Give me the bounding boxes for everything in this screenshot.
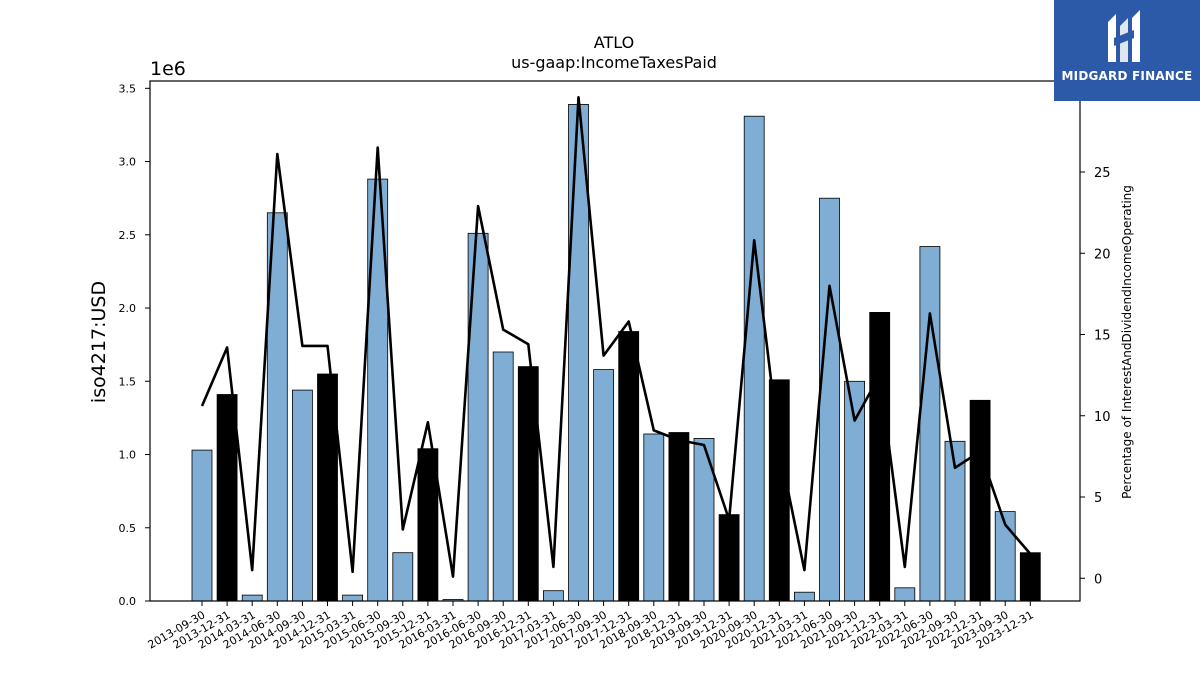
logo-text: MIDGARD FINANCE xyxy=(1061,69,1193,83)
y-tick-label: 2.0 xyxy=(119,302,137,315)
y-tick-label: 2.5 xyxy=(119,229,137,242)
bar-2021-03-31 xyxy=(794,591,815,602)
y2-tick-label: 15 xyxy=(1094,329,1111,344)
y-tick-label: 0.5 xyxy=(119,522,137,535)
y2-tick-label: 20 xyxy=(1094,247,1111,262)
bar-2014-09-30 xyxy=(291,389,313,602)
bar-2017-09-30 xyxy=(593,369,614,602)
bar-2023-12-31 xyxy=(1019,552,1041,602)
y-axis-ticks: 0.0 0.5 1.0 1.5 2.0 2.5 3.0 3.5 xyxy=(119,82,150,608)
chart-subtitle: us-gaap:IncomeTaxesPaid xyxy=(511,53,717,72)
brand-logo: MIDGARD FINANCE xyxy=(1054,0,1200,101)
bar-2013-12-31 xyxy=(216,394,238,602)
y2-tick-label: 25 xyxy=(1094,166,1111,181)
bar-2019-12-31 xyxy=(718,514,740,602)
line-layer xyxy=(200,96,1032,578)
y-offset-label: 1e6 xyxy=(150,58,186,80)
bar-2021-06-30 xyxy=(819,197,840,602)
bar-2017-12-31 xyxy=(618,331,640,602)
bar-2015-03-31 xyxy=(342,594,364,602)
y-tick-label: 3.0 xyxy=(119,156,137,169)
bar-2020-09-30 xyxy=(743,115,765,602)
y-axis-label: iso4217:USD xyxy=(88,281,110,403)
bar-2022-03-31 xyxy=(894,587,916,602)
y-tick-label: 1.5 xyxy=(119,375,137,388)
y2-tick-label: 0 xyxy=(1094,572,1102,587)
y2-tick-label: 5 xyxy=(1094,491,1102,506)
y-tick-label: 1.0 xyxy=(119,449,137,462)
bar-2014-03-31 xyxy=(241,594,263,602)
bar-2018-12-31 xyxy=(668,432,690,602)
bars-layer xyxy=(191,104,1041,602)
x-axis-ticks: 2013-09-302013-12-312014-03-312014-06-30… xyxy=(146,601,1036,652)
bar-2021-12-31 xyxy=(869,311,891,602)
bar-2016-09-30 xyxy=(492,351,514,602)
bar-2017-03-31 xyxy=(543,590,564,602)
y-tick-label: 0.0 xyxy=(119,595,137,608)
chart-title: ATLO xyxy=(594,33,634,52)
y2-axis-ticks: 051015202530 xyxy=(1080,85,1111,587)
bar-2016-06-30 xyxy=(467,232,489,602)
midgard-m-logo-icon xyxy=(1108,10,1140,62)
y2-tick-label: 10 xyxy=(1094,410,1111,425)
bar-2015-09-30 xyxy=(392,552,414,602)
bar-2022-06-30 xyxy=(919,246,941,602)
bar-2018-09-30 xyxy=(643,433,665,602)
bar-2020-12-31 xyxy=(768,379,790,602)
y-tick-label: 3.5 xyxy=(119,82,137,95)
y2-axis-label: Percentage of InterestAndDividendIncomeO… xyxy=(1120,185,1134,499)
percentage-line xyxy=(200,96,1032,578)
bar-2013-09-30 xyxy=(191,449,213,602)
plot-frame xyxy=(149,80,1081,602)
bar-2022-12-31 xyxy=(969,399,991,602)
